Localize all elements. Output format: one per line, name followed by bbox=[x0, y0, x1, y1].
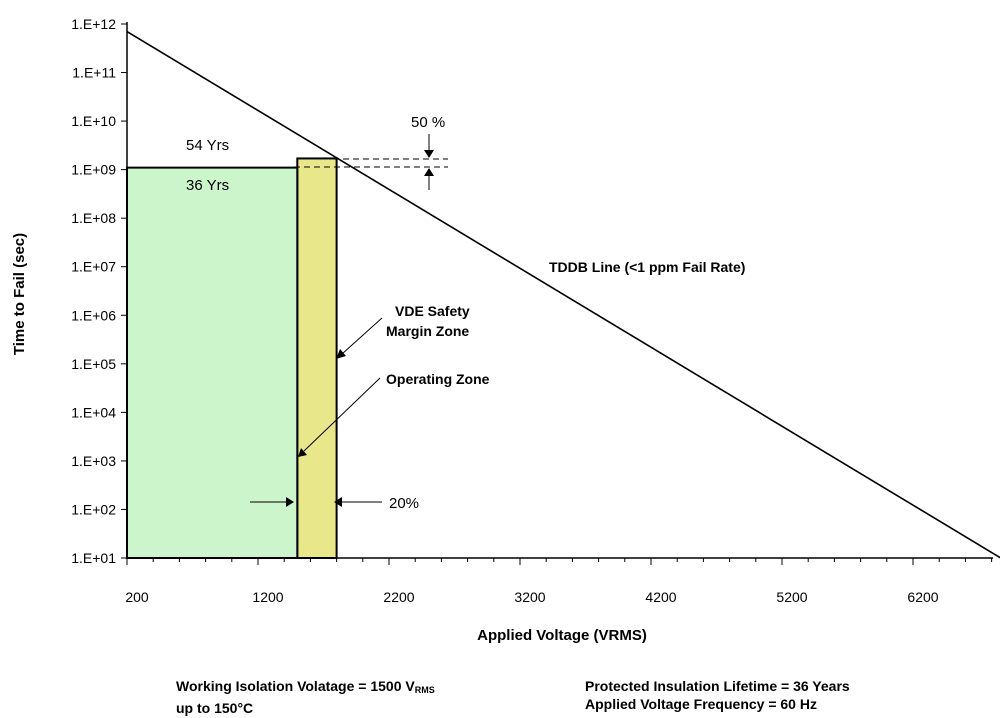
working-isolation-text: Working Isolation Volatage = 1500 V bbox=[176, 678, 415, 694]
y-tick-label: 1.E+09 bbox=[71, 162, 116, 178]
x-tick-label: 5200 bbox=[776, 589, 807, 605]
x-tick-label: 200 bbox=[125, 589, 149, 605]
vde-label-line2: Margin Zone bbox=[386, 323, 469, 339]
x-tick-label: 3200 bbox=[514, 589, 545, 605]
vde-arrow-shaft bbox=[341, 317, 383, 355]
operating-arrow-head bbox=[298, 448, 307, 457]
yrs54-label: 54 Yrs bbox=[186, 137, 229, 154]
temperature-note: up to 150°C bbox=[176, 700, 254, 716]
pct50-label: 50 % bbox=[411, 114, 445, 131]
voltage-frequency: Applied Voltage Frequency = 60 Hz bbox=[585, 696, 817, 712]
rms-subscript: RMS bbox=[414, 685, 435, 695]
annotations-layer: 50 % 20% 54 Yrs 36 Yrs TDDB Line (<1 ppm… bbox=[186, 114, 745, 512]
vde-arrow-head bbox=[336, 349, 346, 359]
tddb-line bbox=[126, 30, 1000, 559]
pct20-label: 20% bbox=[389, 495, 419, 512]
x-tick-label: 2200 bbox=[383, 589, 414, 605]
y-tick-label: 1.E+02 bbox=[71, 501, 116, 517]
tddb-line-label: TDDB Line (<1 ppm Fail Rate) bbox=[549, 259, 745, 275]
series-layer bbox=[126, 30, 1000, 559]
x-tick-label: 4200 bbox=[645, 589, 676, 605]
y-tick-label: 1.E+01 bbox=[71, 550, 116, 566]
y-tick-label: 1.E+04 bbox=[71, 404, 116, 420]
pct20-arrow-right-head bbox=[334, 497, 342, 507]
y-tick-label: 1.E+10 bbox=[71, 113, 116, 129]
insulation-lifetime: Protected Insulation Lifetime = 36 Years bbox=[585, 678, 850, 694]
operating-arrow-shaft bbox=[303, 377, 381, 452]
pct50-arrow-bottom-head bbox=[424, 168, 434, 176]
y-tick-label: 1.E+07 bbox=[71, 259, 116, 275]
ticks-layer: 1.E+01 1.E+02 1.E+03 1.E+04 1.E+05 1.E+06 1.E+… bbox=[71, 16, 993, 605]
y-tick-label: 1.E+03 bbox=[71, 453, 116, 469]
pct20-arrow-left-head bbox=[286, 497, 294, 507]
footer-left: Working Isolation Volatage = 1500 VRMS u… bbox=[176, 677, 435, 717]
x-tick-label: 1200 bbox=[252, 589, 283, 605]
operating-zone-label: Operating Zone bbox=[386, 371, 490, 387]
y-tick-label: 1.E+06 bbox=[71, 307, 116, 323]
working-isolation-voltage: Working Isolation Volatage = 1500 VRMS bbox=[176, 677, 435, 699]
zone-operating-zone bbox=[126, 166, 299, 560]
yrs36-label: 36 Yrs bbox=[186, 177, 229, 194]
y-tick-label: 1.E+12 bbox=[71, 16, 116, 32]
y-axis-title: Time to Fail (sec) bbox=[11, 233, 28, 355]
footer-right: Protected Insulation Lifetime = 36 Years… bbox=[585, 677, 850, 713]
vde-label-line1: VDE Safety bbox=[395, 303, 470, 319]
axes-layer bbox=[126, 22, 993, 559]
x-tick-label: 6200 bbox=[907, 589, 938, 605]
zone-vde-safety-margin-zone bbox=[296, 157, 338, 559]
y-tick-label: 1.E+05 bbox=[71, 356, 116, 372]
y-tick-label: 1.E+11 bbox=[72, 65, 116, 81]
y-tick-label: 1.E+08 bbox=[71, 210, 116, 226]
x-axis-title: Applied Voltage (VRMS) bbox=[477, 627, 647, 644]
pct50-arrow-top-head bbox=[424, 150, 434, 158]
zones-layer bbox=[126, 157, 338, 560]
